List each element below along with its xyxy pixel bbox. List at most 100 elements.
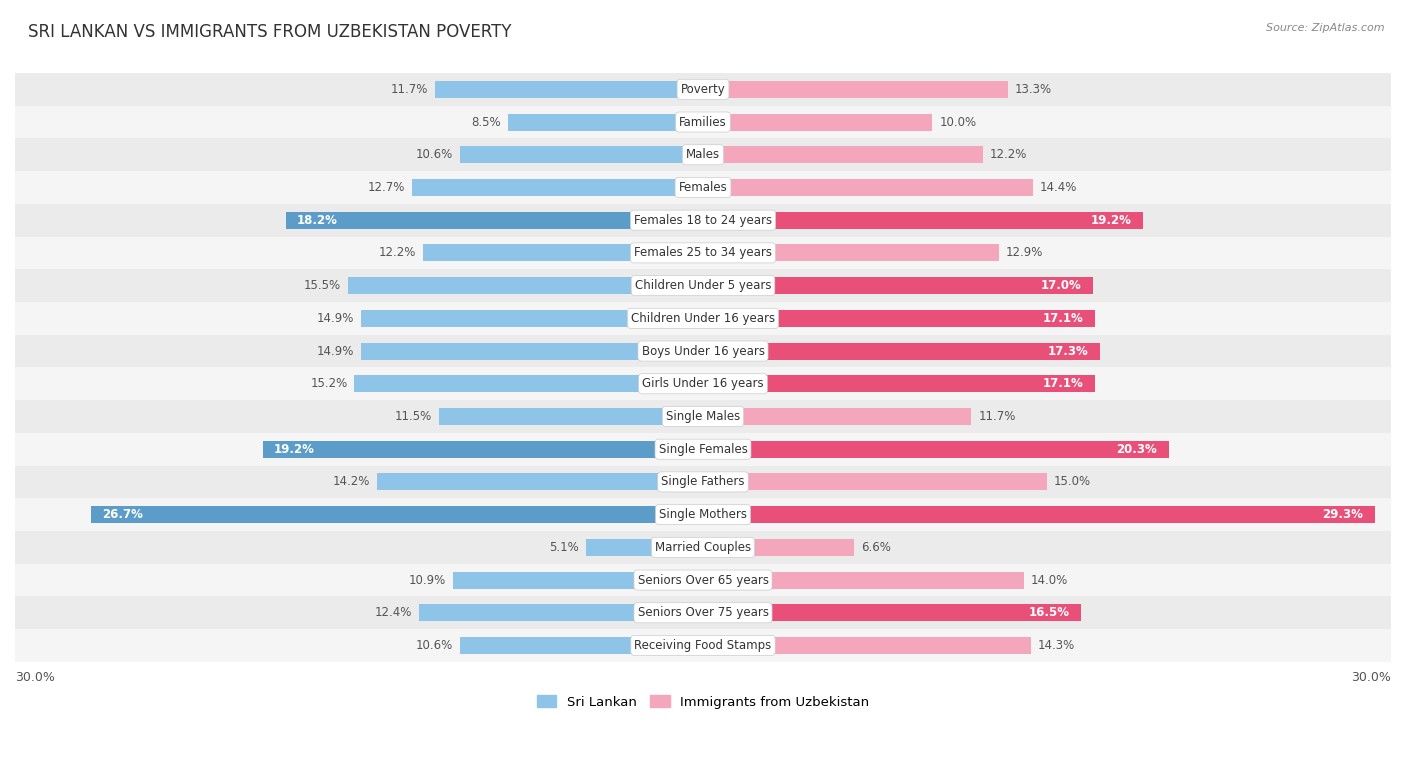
Text: 8.5%: 8.5% <box>471 115 501 129</box>
Bar <box>460 637 703 654</box>
Text: Girls Under 16 years: Girls Under 16 years <box>643 377 763 390</box>
Text: Single Fathers: Single Fathers <box>661 475 745 488</box>
Bar <box>703 310 1095 327</box>
Text: 15.0%: 15.0% <box>1054 475 1091 488</box>
Text: 26.7%: 26.7% <box>103 508 143 521</box>
Bar <box>15 105 1391 139</box>
Bar <box>434 81 703 98</box>
Text: 11.5%: 11.5% <box>395 410 433 423</box>
Text: 12.4%: 12.4% <box>374 606 412 619</box>
Text: 10.6%: 10.6% <box>416 149 453 161</box>
Text: 29.3%: 29.3% <box>1323 508 1364 521</box>
Bar <box>15 433 1391 465</box>
Bar <box>15 531 1391 564</box>
Bar <box>15 139 1391 171</box>
Bar <box>361 310 703 327</box>
Text: 5.1%: 5.1% <box>550 541 579 554</box>
Bar <box>15 564 1391 597</box>
Text: Females: Females <box>679 181 727 194</box>
Text: Receiving Food Stamps: Receiving Food Stamps <box>634 639 772 652</box>
Bar <box>15 400 1391 433</box>
Bar <box>15 269 1391 302</box>
Text: 20.3%: 20.3% <box>1116 443 1157 456</box>
Text: 10.0%: 10.0% <box>939 115 976 129</box>
Bar <box>419 604 703 622</box>
Text: Families: Families <box>679 115 727 129</box>
Bar <box>15 498 1391 531</box>
Bar <box>15 629 1391 662</box>
Bar <box>439 408 703 425</box>
Text: 12.2%: 12.2% <box>990 149 1026 161</box>
Text: SRI LANKAN VS IMMIGRANTS FROM UZBEKISTAN POVERTY: SRI LANKAN VS IMMIGRANTS FROM UZBEKISTAN… <box>28 23 512 41</box>
Bar <box>703 81 1008 98</box>
Bar <box>15 335 1391 368</box>
Bar <box>377 474 703 490</box>
Text: 14.3%: 14.3% <box>1038 639 1076 652</box>
Bar <box>703 114 932 130</box>
Text: Females 18 to 24 years: Females 18 to 24 years <box>634 214 772 227</box>
Bar <box>90 506 703 523</box>
Text: 12.9%: 12.9% <box>1005 246 1043 259</box>
Bar <box>263 440 703 458</box>
Text: Poverty: Poverty <box>681 83 725 96</box>
Text: Children Under 16 years: Children Under 16 years <box>631 312 775 325</box>
Bar <box>703 179 1033 196</box>
Text: 15.2%: 15.2% <box>311 377 347 390</box>
Bar <box>703 211 1143 229</box>
Bar <box>423 244 703 262</box>
Text: 14.9%: 14.9% <box>316 312 354 325</box>
Text: Single Females: Single Females <box>658 443 748 456</box>
Text: Boys Under 16 years: Boys Under 16 years <box>641 345 765 358</box>
Text: 12.2%: 12.2% <box>380 246 416 259</box>
Bar <box>703 146 983 163</box>
Text: Females 25 to 34 years: Females 25 to 34 years <box>634 246 772 259</box>
Bar <box>703 343 1099 359</box>
Bar <box>15 171 1391 204</box>
Text: 19.2%: 19.2% <box>274 443 315 456</box>
Bar <box>15 236 1391 269</box>
Bar <box>453 572 703 588</box>
Bar <box>347 277 703 294</box>
Text: 18.2%: 18.2% <box>297 214 337 227</box>
Bar <box>15 73 1391 105</box>
Bar <box>15 597 1391 629</box>
Text: 12.7%: 12.7% <box>367 181 405 194</box>
Bar <box>361 343 703 359</box>
Text: 14.4%: 14.4% <box>1040 181 1077 194</box>
Bar <box>412 179 703 196</box>
Text: Children Under 5 years: Children Under 5 years <box>634 279 772 292</box>
Bar <box>703 637 1031 654</box>
Text: Source: ZipAtlas.com: Source: ZipAtlas.com <box>1267 23 1385 33</box>
Bar <box>586 539 703 556</box>
Bar <box>460 146 703 163</box>
Bar <box>703 277 1092 294</box>
Text: 14.0%: 14.0% <box>1031 574 1069 587</box>
Bar <box>285 211 703 229</box>
Bar <box>703 506 1375 523</box>
Text: 17.0%: 17.0% <box>1040 279 1081 292</box>
Text: 11.7%: 11.7% <box>391 83 427 96</box>
Text: 17.3%: 17.3% <box>1047 345 1088 358</box>
Text: 11.7%: 11.7% <box>979 410 1015 423</box>
Text: 17.1%: 17.1% <box>1043 377 1084 390</box>
Bar <box>703 440 1168 458</box>
Text: 13.3%: 13.3% <box>1015 83 1052 96</box>
Text: Married Couples: Married Couples <box>655 541 751 554</box>
Text: 6.6%: 6.6% <box>862 541 891 554</box>
Bar <box>15 465 1391 498</box>
Bar <box>15 302 1391 335</box>
Bar <box>15 368 1391 400</box>
Text: 30.0%: 30.0% <box>15 671 55 684</box>
Text: 17.1%: 17.1% <box>1043 312 1084 325</box>
Text: 16.5%: 16.5% <box>1029 606 1070 619</box>
Text: 10.9%: 10.9% <box>409 574 446 587</box>
Bar <box>703 604 1081 622</box>
Bar <box>703 572 1024 588</box>
Text: 14.2%: 14.2% <box>333 475 370 488</box>
Bar <box>508 114 703 130</box>
Bar <box>703 375 1095 393</box>
Text: 10.6%: 10.6% <box>416 639 453 652</box>
Text: Males: Males <box>686 149 720 161</box>
Bar <box>15 204 1391 236</box>
Text: Seniors Over 65 years: Seniors Over 65 years <box>637 574 769 587</box>
